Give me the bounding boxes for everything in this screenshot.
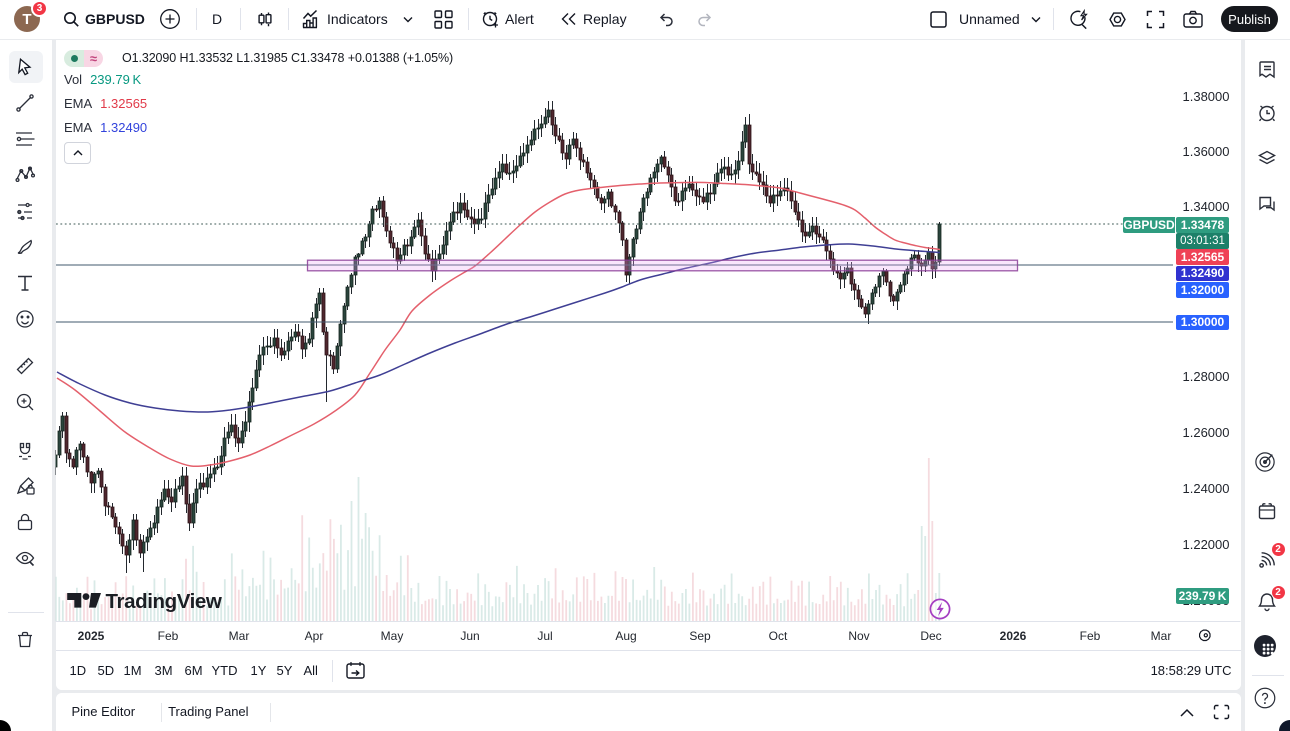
svg-text:1.22000: 1.22000	[1183, 537, 1230, 552]
svg-text:2026: 2026	[1000, 629, 1027, 643]
svg-text:1.34000: 1.34000	[1183, 199, 1230, 214]
svg-text:Mar: Mar	[1151, 629, 1172, 643]
svg-text:1.24000: 1.24000	[1183, 481, 1230, 496]
svg-text:TradingView: TradingView	[106, 590, 222, 613]
svg-text:1.28000: 1.28000	[1183, 369, 1230, 384]
svg-text:Nov: Nov	[848, 629, 869, 643]
svg-text:Feb: Feb	[1080, 629, 1101, 643]
svg-text:Oct: Oct	[769, 629, 788, 643]
svg-text:1.38000: 1.38000	[1183, 89, 1230, 104]
svg-text:Dec: Dec	[920, 629, 941, 643]
svg-text:Apr: Apr	[305, 629, 324, 643]
svg-text:Aug: Aug	[615, 629, 636, 643]
svg-text:May: May	[381, 629, 404, 643]
svg-text:2025: 2025	[78, 629, 105, 643]
svg-text:1.26000: 1.26000	[1183, 425, 1230, 440]
svg-text:Feb: Feb	[158, 629, 179, 643]
svg-text:Jul: Jul	[537, 629, 552, 643]
svg-text:Mar: Mar	[229, 629, 250, 643]
svg-text:1.36000: 1.36000	[1183, 144, 1230, 159]
svg-text:Sep: Sep	[689, 629, 711, 643]
svg-text:Jun: Jun	[460, 629, 479, 643]
